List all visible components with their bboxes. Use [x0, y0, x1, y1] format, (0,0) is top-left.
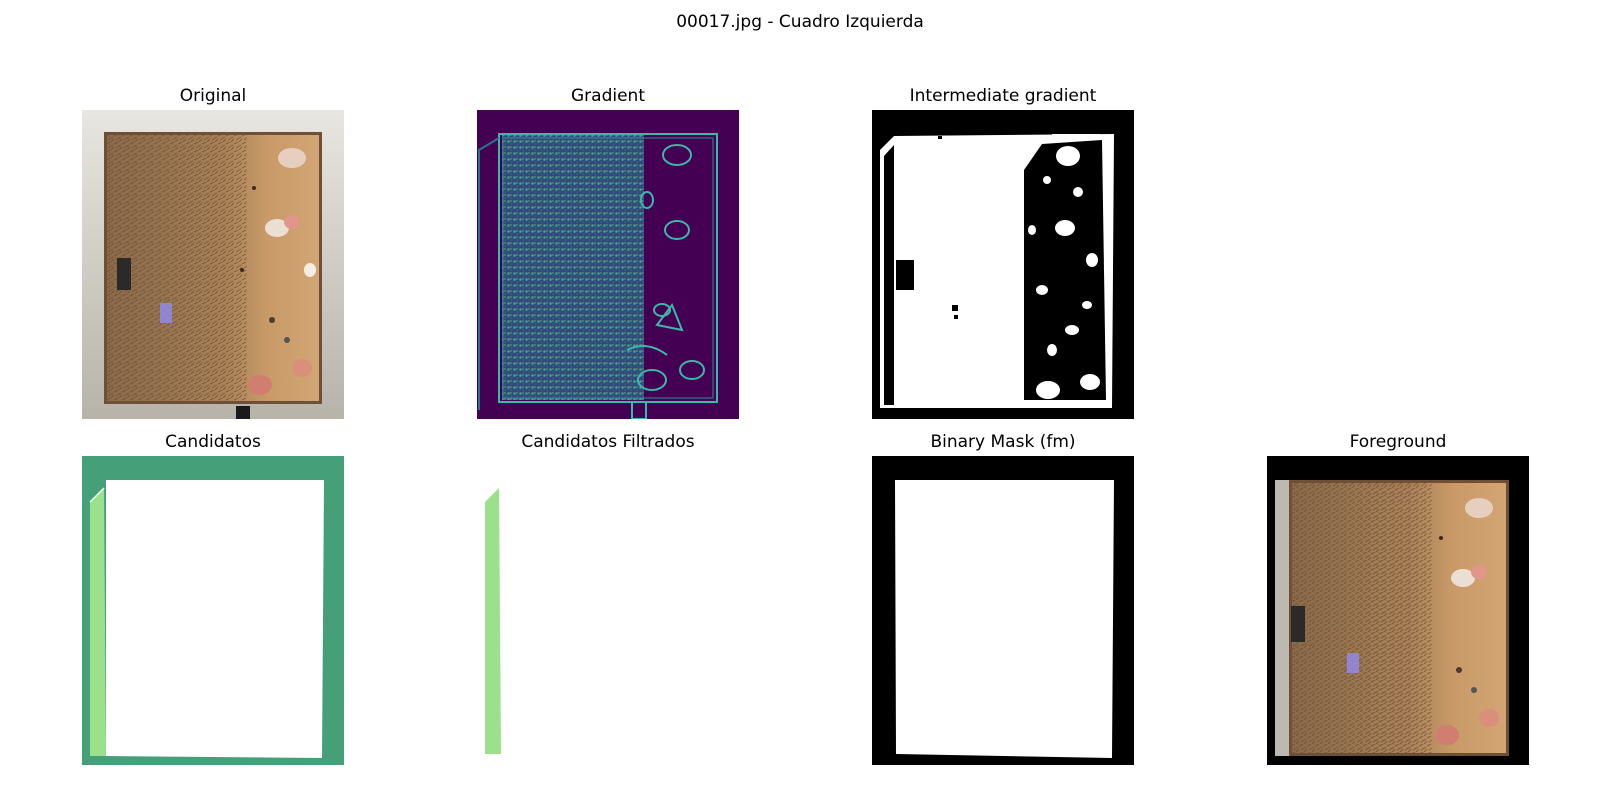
panel-title-candidatos-filtrados: Candidatos Filtrados	[521, 432, 695, 452]
original-image	[82, 110, 344, 419]
panel-title-candidatos: Candidatos	[165, 432, 261, 452]
panel-title-original: Original	[179, 86, 247, 106]
panel-title-foreground: Foreground	[1349, 432, 1447, 452]
figure-title: 00017.jpg - Cuadro Izquierda	[676, 12, 924, 32]
candidatos-filtrados-image	[477, 456, 739, 765]
foreground-image	[1267, 456, 1529, 765]
gradient-image	[477, 110, 739, 419]
panel-title-binary-mask: Binary Mask (fm)	[930, 432, 1076, 452]
intermediate-gradient-image	[872, 110, 1134, 419]
candidatos-image	[82, 456, 344, 765]
panel-title-gradient: Gradient	[571, 86, 645, 106]
panel-title-intermediate-gradient: Intermediate gradient	[909, 86, 1097, 106]
binary-mask-image	[872, 456, 1134, 765]
